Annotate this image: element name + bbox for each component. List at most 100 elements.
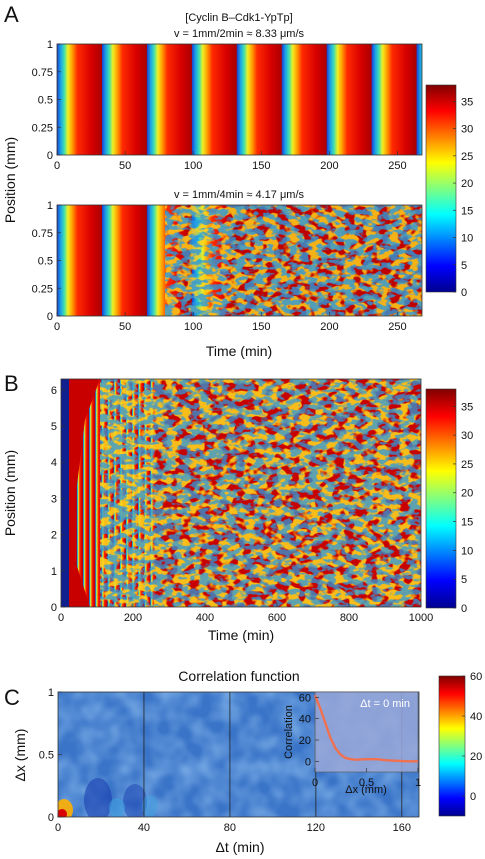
colorbar-tick-label: 60 [470, 671, 482, 683]
inset-correlation-line [313, 694, 418, 763]
panel-b-y-tick-label: 0 [51, 602, 57, 614]
panel-b-xlabel: Time (min) [208, 627, 274, 643]
panel-b-y-tick-label: 2 [51, 530, 57, 542]
wave-band [101, 44, 148, 155]
inset-y-tick-label: 40 [299, 714, 311, 726]
wave-band [416, 44, 422, 155]
panel-b-x-tick-label: 800 [340, 612, 358, 624]
wave-band [76, 379, 84, 607]
colorbar-tick-label: 5 [461, 260, 467, 272]
panel-a2-x-tick-label: 0 [54, 321, 60, 333]
panel-a1-y-tick-label: 0.5 [38, 95, 53, 107]
panel-c-xlabel: Δt (min) [215, 839, 264, 855]
panel-label-a: A [4, 2, 19, 27]
panel-c-y-tick-label: 1 [48, 687, 54, 699]
wave-band [89, 379, 96, 607]
panel-a2-x-tick-label: 250 [388, 321, 406, 333]
wave-band [57, 205, 103, 316]
colorbar-tick-label: 25 [461, 459, 473, 471]
panel-c-x-tick-label: 120 [307, 822, 325, 834]
colorbar-tick-label: 20 [470, 751, 482, 763]
panel-b-y-tick-label: 6 [51, 385, 57, 397]
panel-a2-y-tick-label: 0 [47, 311, 53, 323]
colorbar-tick-label: 35 [461, 401, 473, 413]
colorbar-c [438, 675, 466, 817]
panel-label-c: C [4, 685, 20, 710]
panel-c-x-tick-label: 80 [224, 822, 236, 834]
inset-x-tick-label: 0 [312, 777, 318, 789]
panel-c-inset: Δt = 0 min 0 20 40 60 0 0.5 1 Correlation Δx (… [283, 691, 421, 796]
panel-b-x-tick-label: 1000 [409, 612, 433, 624]
panel-b-x-tick-label: 600 [268, 612, 286, 624]
panel-a2-y-tick-label: 0.75 [32, 228, 53, 240]
panel-a1-x-tick-label: 200 [320, 160, 338, 172]
panel-a2-y-tick-label: 0.25 [32, 283, 53, 295]
panel-c-y-tick-label: 0.5 [39, 750, 54, 762]
colorbar-tick-label: 30 [461, 430, 473, 442]
colorbar-tick-label: 30 [461, 124, 473, 136]
panel-a2-x-tick-label: 50 [119, 321, 131, 333]
panel-a1-y-tick-label: 1 [47, 39, 53, 51]
panel-a1-x-tick-label: 250 [388, 160, 406, 172]
wave-band [101, 205, 148, 316]
wave-band [95, 379, 102, 607]
colorbar-tick-label: 40 [470, 711, 482, 723]
panel-c-x-tick-label: 160 [393, 822, 411, 834]
panel-c-x-tick-label: 40 [138, 822, 150, 834]
wave-band [191, 44, 238, 155]
inset-x-tick-label: 0.5 [359, 777, 374, 789]
colorbar-tick-label: 10 [461, 545, 473, 557]
colorbar-tick-label: 25 [461, 151, 473, 163]
colorbar-tick-label: 15 [461, 205, 473, 217]
panel-a2-y-tick-label: 0.5 [38, 256, 53, 268]
inset-y-tick-label: 60 [299, 692, 311, 704]
panel-a1-x-tick-label: 100 [184, 160, 202, 172]
colorbar-tick-label: 35 [461, 96, 473, 108]
colorbar-tick-label: 10 [461, 233, 473, 245]
panel-b-x-tick-label: 200 [124, 612, 142, 624]
panel-b-plot [61, 379, 421, 607]
wave-band [236, 44, 283, 155]
inset-label: Δt = 0 min [360, 698, 410, 710]
panel-b-ylabel: Position (mm) [2, 450, 18, 536]
colorbar-b [425, 388, 457, 609]
wave-band [281, 44, 328, 155]
inset-y-tick-label: 20 [299, 735, 311, 747]
panel-a1-y-tick-label: 0.25 [32, 122, 53, 134]
panel-a1-y-tick-label: 0.75 [32, 67, 53, 79]
panel-a2-y-tick-label: 1 [47, 200, 53, 212]
colorbar-tick-label: 0 [461, 603, 467, 615]
inset-x-tick-label: 1 [415, 777, 421, 789]
wave-band [326, 44, 373, 155]
wave-band [57, 44, 103, 155]
panel-b-y-tick-label: 5 [51, 421, 57, 433]
colorbar-a [425, 84, 457, 293]
panel-a1-y-tick-label: 0 [47, 150, 53, 162]
colorbar-tick-label: 20 [461, 178, 473, 190]
colorbar-tick-label: 15 [461, 517, 473, 529]
panel-a1-subtitle: v = 1mm/2min ≈ 8.33 μm/s [174, 28, 305, 40]
panel-c-ylabel: Δx (mm) [12, 729, 28, 782]
panel-b-y-tick-label: 3 [51, 493, 57, 505]
panel-c-y-tick-label: 0 [48, 812, 54, 824]
inset-xlabel: Δx (mm) [345, 784, 387, 796]
panel-b-x-tick-label: 400 [196, 612, 214, 624]
panel-c-x-tick-label: 0 [55, 822, 61, 834]
panel-a1-plot [57, 44, 422, 155]
colorbar-tick-label: 5 [461, 574, 467, 586]
colorbar-tick-label: 20 [461, 488, 473, 500]
panel-a-ylabel: Position (mm) [2, 137, 18, 223]
inset-ylabel: Correlation [283, 705, 295, 759]
panel-a1-x-tick-label: 150 [252, 160, 270, 172]
wave-band [82, 379, 90, 607]
panel-a2-x-tick-label: 150 [252, 321, 270, 333]
panel-b-y-tick-label: 4 [51, 457, 57, 469]
panel-c-title: Correlation function [178, 668, 299, 684]
panel-a1-x-tick-label: 50 [119, 160, 131, 172]
wave-band [146, 44, 193, 155]
panel-a2-x-tick-label: 200 [320, 321, 338, 333]
colorbar-tick-label: 0 [461, 287, 467, 299]
panel-a-title: [Cyclin B–Cdk1-YpTp] [185, 12, 292, 24]
colorbar-tick-label: 0 [470, 791, 476, 803]
